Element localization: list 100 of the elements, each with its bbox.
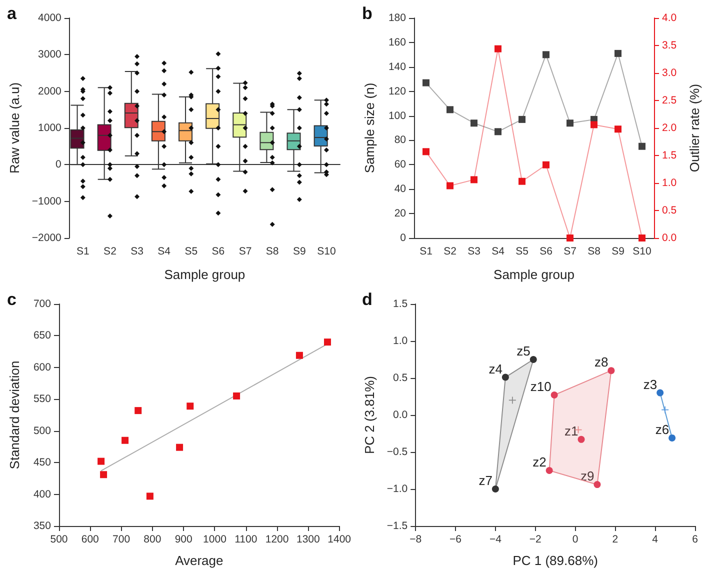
y2-tick-label: 0.5 bbox=[662, 204, 677, 216]
x-tick-label: −6 bbox=[450, 534, 462, 546]
point bbox=[233, 392, 240, 400]
y-tick-label: 3000 bbox=[38, 48, 62, 61]
point bbox=[494, 45, 502, 52]
y-axis-title: Standard deviation bbox=[7, 360, 22, 470]
y-tick-label: 100 bbox=[388, 110, 406, 122]
point bbox=[134, 407, 142, 414]
y-tick-label: 20 bbox=[394, 208, 406, 220]
point bbox=[566, 234, 574, 242]
y-tick-label: 2000 bbox=[38, 85, 62, 98]
annotation: z3 bbox=[643, 376, 658, 392]
point bbox=[296, 352, 303, 359]
y2-tick-label: 2.5 bbox=[662, 94, 677, 106]
x-tick-label: 1200 bbox=[265, 534, 289, 546]
y2-tick-label: 4.0 bbox=[662, 12, 677, 24]
x-tick-label: −2 bbox=[529, 534, 542, 546]
y-axis-title: Sample size (n) bbox=[362, 82, 377, 174]
point bbox=[502, 374, 509, 381]
point bbox=[578, 436, 585, 443]
x-axis-title: Sample group bbox=[494, 267, 574, 282]
point bbox=[494, 128, 502, 136]
y2-tick-label: 1.0 bbox=[662, 177, 677, 189]
point bbox=[594, 481, 601, 488]
point bbox=[614, 50, 622, 57]
point bbox=[608, 367, 615, 374]
x-axis-title: Average bbox=[175, 553, 224, 568]
x-tick-label: S10 bbox=[317, 246, 336, 258]
y-tick-label: 0 bbox=[400, 232, 406, 244]
y-tick-label: 400 bbox=[33, 488, 52, 500]
point bbox=[176, 444, 184, 451]
chart-title: c bbox=[7, 290, 16, 309]
point bbox=[542, 161, 550, 168]
y-tick-label: −2000 bbox=[32, 232, 62, 244]
x-tick-label: 6 bbox=[692, 534, 698, 546]
point bbox=[590, 121, 598, 128]
x-tick-label: S2 bbox=[444, 246, 457, 258]
x-tick-label: S3 bbox=[130, 246, 144, 258]
x-tick-label: 2 bbox=[612, 534, 618, 546]
x-tick-label: S7 bbox=[564, 246, 577, 258]
x-tick-label: 800 bbox=[144, 534, 162, 546]
point bbox=[422, 148, 430, 156]
annotation: z9 bbox=[580, 468, 594, 484]
x-tick-label: S2 bbox=[104, 246, 117, 258]
point bbox=[662, 406, 669, 414]
y-tick-label: 650 bbox=[33, 330, 52, 342]
y-tick-label: 160 bbox=[388, 36, 406, 48]
y-tick-label: 600 bbox=[33, 361, 52, 374]
y-tick-label: 0.5 bbox=[393, 372, 408, 384]
x-tick-label: S7 bbox=[238, 246, 252, 258]
chart-title: b bbox=[362, 4, 372, 23]
y2-tick-label: 1.5 bbox=[662, 150, 677, 162]
point bbox=[470, 176, 478, 184]
point bbox=[614, 126, 622, 133]
annotation: z4 bbox=[488, 361, 502, 376]
y2-tick-label: 3.0 bbox=[662, 67, 677, 79]
y-tick-label: 120 bbox=[388, 85, 406, 98]
x-tick-label: S1 bbox=[420, 246, 433, 258]
x-axis-title: Sample group bbox=[164, 267, 246, 282]
x-tick-label: S4 bbox=[158, 246, 171, 258]
x-tick-label: 1100 bbox=[234, 534, 258, 546]
y-tick-label: 80 bbox=[394, 134, 406, 146]
x-tick-label: 1400 bbox=[328, 534, 352, 546]
y-tick-label: 40 bbox=[394, 183, 406, 196]
y-tick-label: 350 bbox=[33, 520, 52, 532]
point bbox=[518, 116, 526, 123]
annotation: z7 bbox=[478, 473, 492, 488]
x-tick-label: 1300 bbox=[296, 534, 320, 546]
x-tick-label: S8 bbox=[588, 246, 601, 258]
chart-title: a bbox=[7, 4, 17, 23]
point bbox=[550, 392, 558, 399]
point bbox=[98, 458, 105, 465]
x-tick-label: S5 bbox=[184, 246, 198, 258]
y-tick-label: −1.5 bbox=[386, 520, 408, 532]
x-tick-label: S6 bbox=[540, 246, 553, 258]
y-tick-label: 500 bbox=[33, 424, 52, 437]
point bbox=[638, 234, 646, 242]
y-tick-label: 1.5 bbox=[393, 298, 408, 310]
x-tick-label: S1 bbox=[76, 246, 90, 258]
point bbox=[122, 436, 129, 444]
y2-tick-label: 2.0 bbox=[662, 122, 677, 134]
x-axis-title: PC 1 (89.68%) bbox=[512, 553, 598, 568]
y-tick-label: 0.0 bbox=[393, 409, 408, 421]
x-tick-label: −8 bbox=[410, 534, 422, 546]
y-tick-label: 550 bbox=[33, 393, 52, 406]
y2-tick-label: 0.0 bbox=[662, 232, 677, 244]
x-tick-label: S3 bbox=[468, 246, 481, 258]
x-tick-label: S4 bbox=[492, 246, 505, 258]
x-tick-label: 900 bbox=[174, 534, 192, 546]
x-tick-label: S10 bbox=[632, 246, 652, 258]
x-tick-label: 0 bbox=[572, 534, 578, 546]
y-tick-label: 0 bbox=[56, 158, 62, 171]
x-tick-label: 700 bbox=[112, 534, 130, 546]
y-axis-title: Raw value (a.u) bbox=[7, 82, 22, 174]
point bbox=[530, 356, 537, 363]
x-tick-label: S9 bbox=[612, 246, 625, 258]
chart-title: d bbox=[362, 290, 372, 309]
annotation: z2 bbox=[532, 454, 546, 470]
x-tick-label: 4 bbox=[652, 534, 658, 546]
y-tick-label: 700 bbox=[33, 298, 52, 310]
